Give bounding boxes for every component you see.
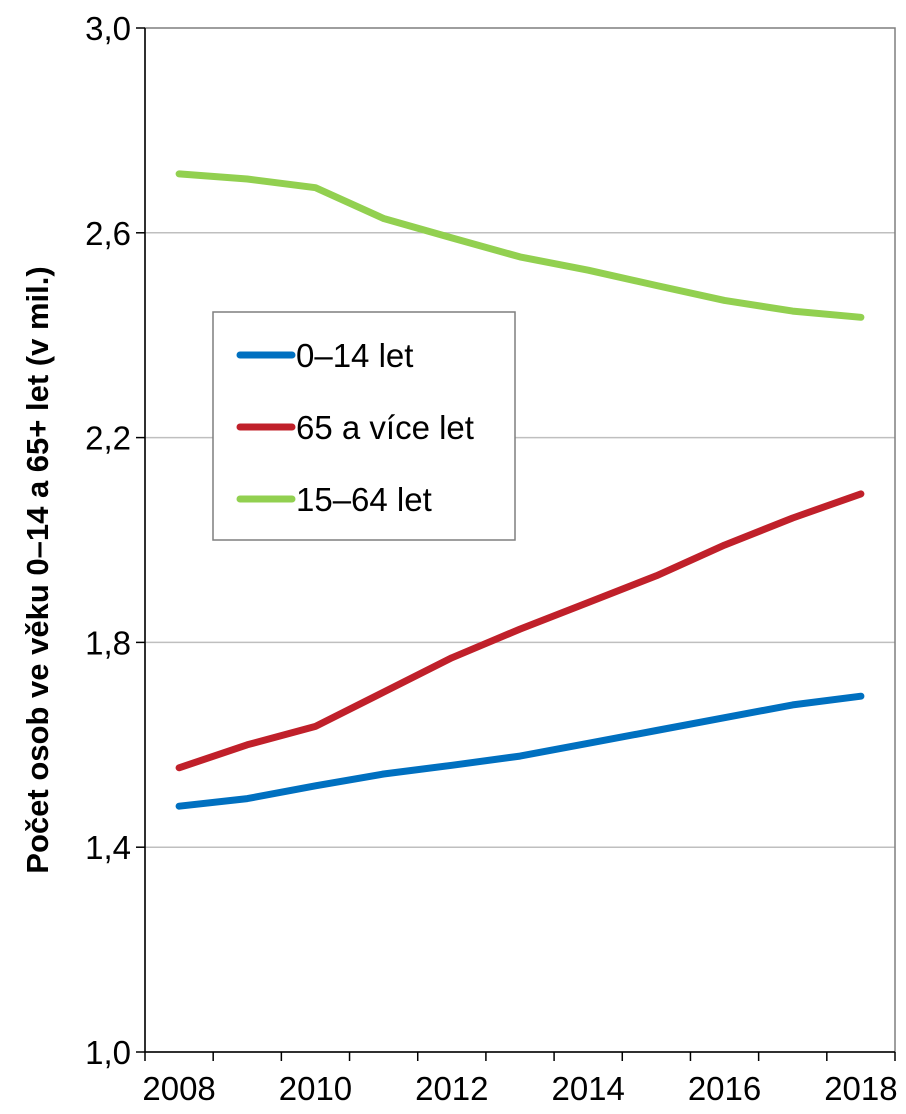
legend-label: 15–64 let [296,481,432,518]
x-tick-label: 2012 [415,1070,488,1107]
series-lines [175,170,865,810]
series-line-1 [175,490,865,772]
series-line-0 [175,692,865,810]
legend-label: 65 a více let [296,409,474,446]
x-tick-label: 2014 [551,1070,624,1107]
y-axis: 1,0 1,4 1,8 2,2 2,6 3,0 [85,10,146,1071]
series-line-2 [175,170,865,321]
legend: 0–14 let 65 a více let 15–64 let [212,311,516,541]
x-tick-label: 2010 [279,1070,352,1107]
y-tick-label: 2,6 [85,215,131,252]
x-tick-label: 2018 [824,1070,897,1107]
y-tick-label: 1,4 [85,829,131,866]
legend-label: 0–14 let [296,337,413,374]
y-axis-title: Počet osob ve věku 0–14 a 65+ let (v mil… [20,266,55,873]
y-tick-label: 1,8 [85,624,131,661]
x-tick-label: 2008 [142,1070,215,1107]
y-tick-label: 3,0 [85,10,131,47]
x-axis: 2008 2010 2012 2014 2016 2018 [142,1051,898,1107]
y-tick-label: 2,2 [85,420,131,457]
y-tick-label: 1,0 [85,1034,131,1071]
x-tick-label: 2016 [688,1070,761,1107]
